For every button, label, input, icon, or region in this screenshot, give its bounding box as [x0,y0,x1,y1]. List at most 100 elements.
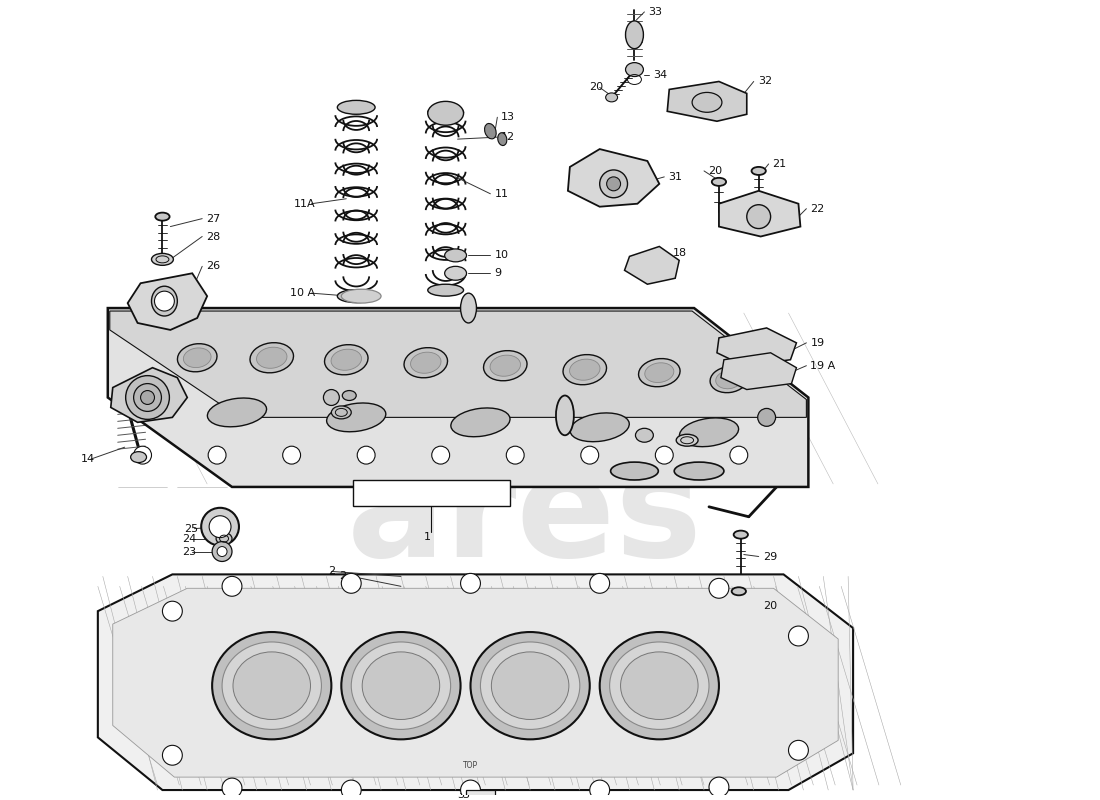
Ellipse shape [152,286,177,316]
Ellipse shape [570,413,629,442]
Ellipse shape [331,406,351,419]
Ellipse shape [444,249,466,262]
Text: 28: 28 [206,231,220,242]
Text: 0894: 0894 [620,693,638,698]
Text: 25: 25 [184,524,198,534]
Ellipse shape [645,363,674,382]
Text: 4: 4 [720,442,728,452]
Circle shape [133,446,152,464]
Circle shape [656,446,673,464]
Text: 17: 17 [375,385,389,394]
Ellipse shape [342,390,356,401]
Ellipse shape [222,642,321,730]
Ellipse shape [341,632,461,739]
Ellipse shape [212,632,331,739]
Text: 32: 32 [758,77,772,86]
Ellipse shape [680,394,694,402]
Text: 28: 28 [713,432,727,442]
Circle shape [163,746,183,765]
Ellipse shape [471,632,590,739]
Circle shape [141,390,154,405]
Text: 16  25: 16 25 [436,488,469,498]
Bar [773,797,793,800]
Ellipse shape [563,354,606,385]
Ellipse shape [208,398,266,426]
Text: TOP: TOP [463,761,478,770]
Ellipse shape [556,395,574,435]
Ellipse shape [233,652,310,719]
Ellipse shape [491,355,520,376]
Circle shape [163,602,183,621]
Circle shape [710,578,729,598]
Text: euro: euro [282,342,657,483]
Circle shape [758,409,776,426]
Ellipse shape [331,349,362,370]
Circle shape [789,626,808,646]
Text: 16: 16 [375,401,389,410]
Polygon shape [111,368,187,422]
Circle shape [154,291,175,311]
Ellipse shape [341,289,381,303]
Circle shape [358,446,375,464]
Ellipse shape [734,530,748,538]
Polygon shape [128,274,207,330]
Ellipse shape [184,348,211,367]
Ellipse shape [481,642,580,730]
Text: 14: 14 [80,454,95,464]
Ellipse shape [131,452,146,462]
Text: 29: 29 [762,551,777,562]
Ellipse shape [177,344,217,372]
Text: 15: 15 [353,387,367,398]
Ellipse shape [410,352,441,374]
Circle shape [461,780,481,800]
Text: 23: 23 [183,546,196,557]
Circle shape [606,177,620,190]
Text: 20: 20 [762,601,777,611]
Polygon shape [625,246,679,284]
Ellipse shape [600,632,719,739]
Ellipse shape [676,434,698,446]
Ellipse shape [620,652,698,719]
Circle shape [461,574,481,594]
Ellipse shape [461,293,476,323]
Text: 6  7  8  15: 6 7 8 15 [359,488,410,498]
Circle shape [431,446,450,464]
Circle shape [125,376,169,419]
Ellipse shape [751,167,766,175]
Ellipse shape [338,100,375,114]
Circle shape [590,780,609,800]
Ellipse shape [712,178,726,186]
Text: a passion for parts since 1985: a passion for parts since 1985 [123,614,414,698]
Polygon shape [110,311,806,418]
Text: ares: ares [346,446,702,587]
Ellipse shape [324,345,369,375]
Ellipse shape [338,290,375,302]
Text: 8: 8 [499,311,506,321]
Polygon shape [112,588,838,777]
Circle shape [747,205,771,229]
Ellipse shape [485,123,496,139]
Text: 11A: 11A [294,198,316,209]
Circle shape [209,516,231,538]
Ellipse shape [606,93,617,102]
Circle shape [341,574,361,594]
Text: 31: 31 [669,172,682,182]
Ellipse shape [498,133,507,146]
Ellipse shape [256,347,287,368]
Circle shape [133,383,162,411]
Ellipse shape [680,418,738,446]
Text: 11: 11 [494,189,508,198]
Circle shape [222,576,242,596]
Ellipse shape [626,21,644,49]
Text: 24: 24 [182,534,196,544]
Ellipse shape [609,642,710,730]
Polygon shape [568,149,659,206]
Ellipse shape [216,533,232,545]
Polygon shape [108,308,808,487]
Text: 13: 13 [502,112,515,122]
Text: 27: 27 [206,214,220,224]
Circle shape [217,546,227,557]
Ellipse shape [716,370,742,389]
Text: 20: 20 [590,82,604,93]
Text: 6: 6 [673,432,680,442]
